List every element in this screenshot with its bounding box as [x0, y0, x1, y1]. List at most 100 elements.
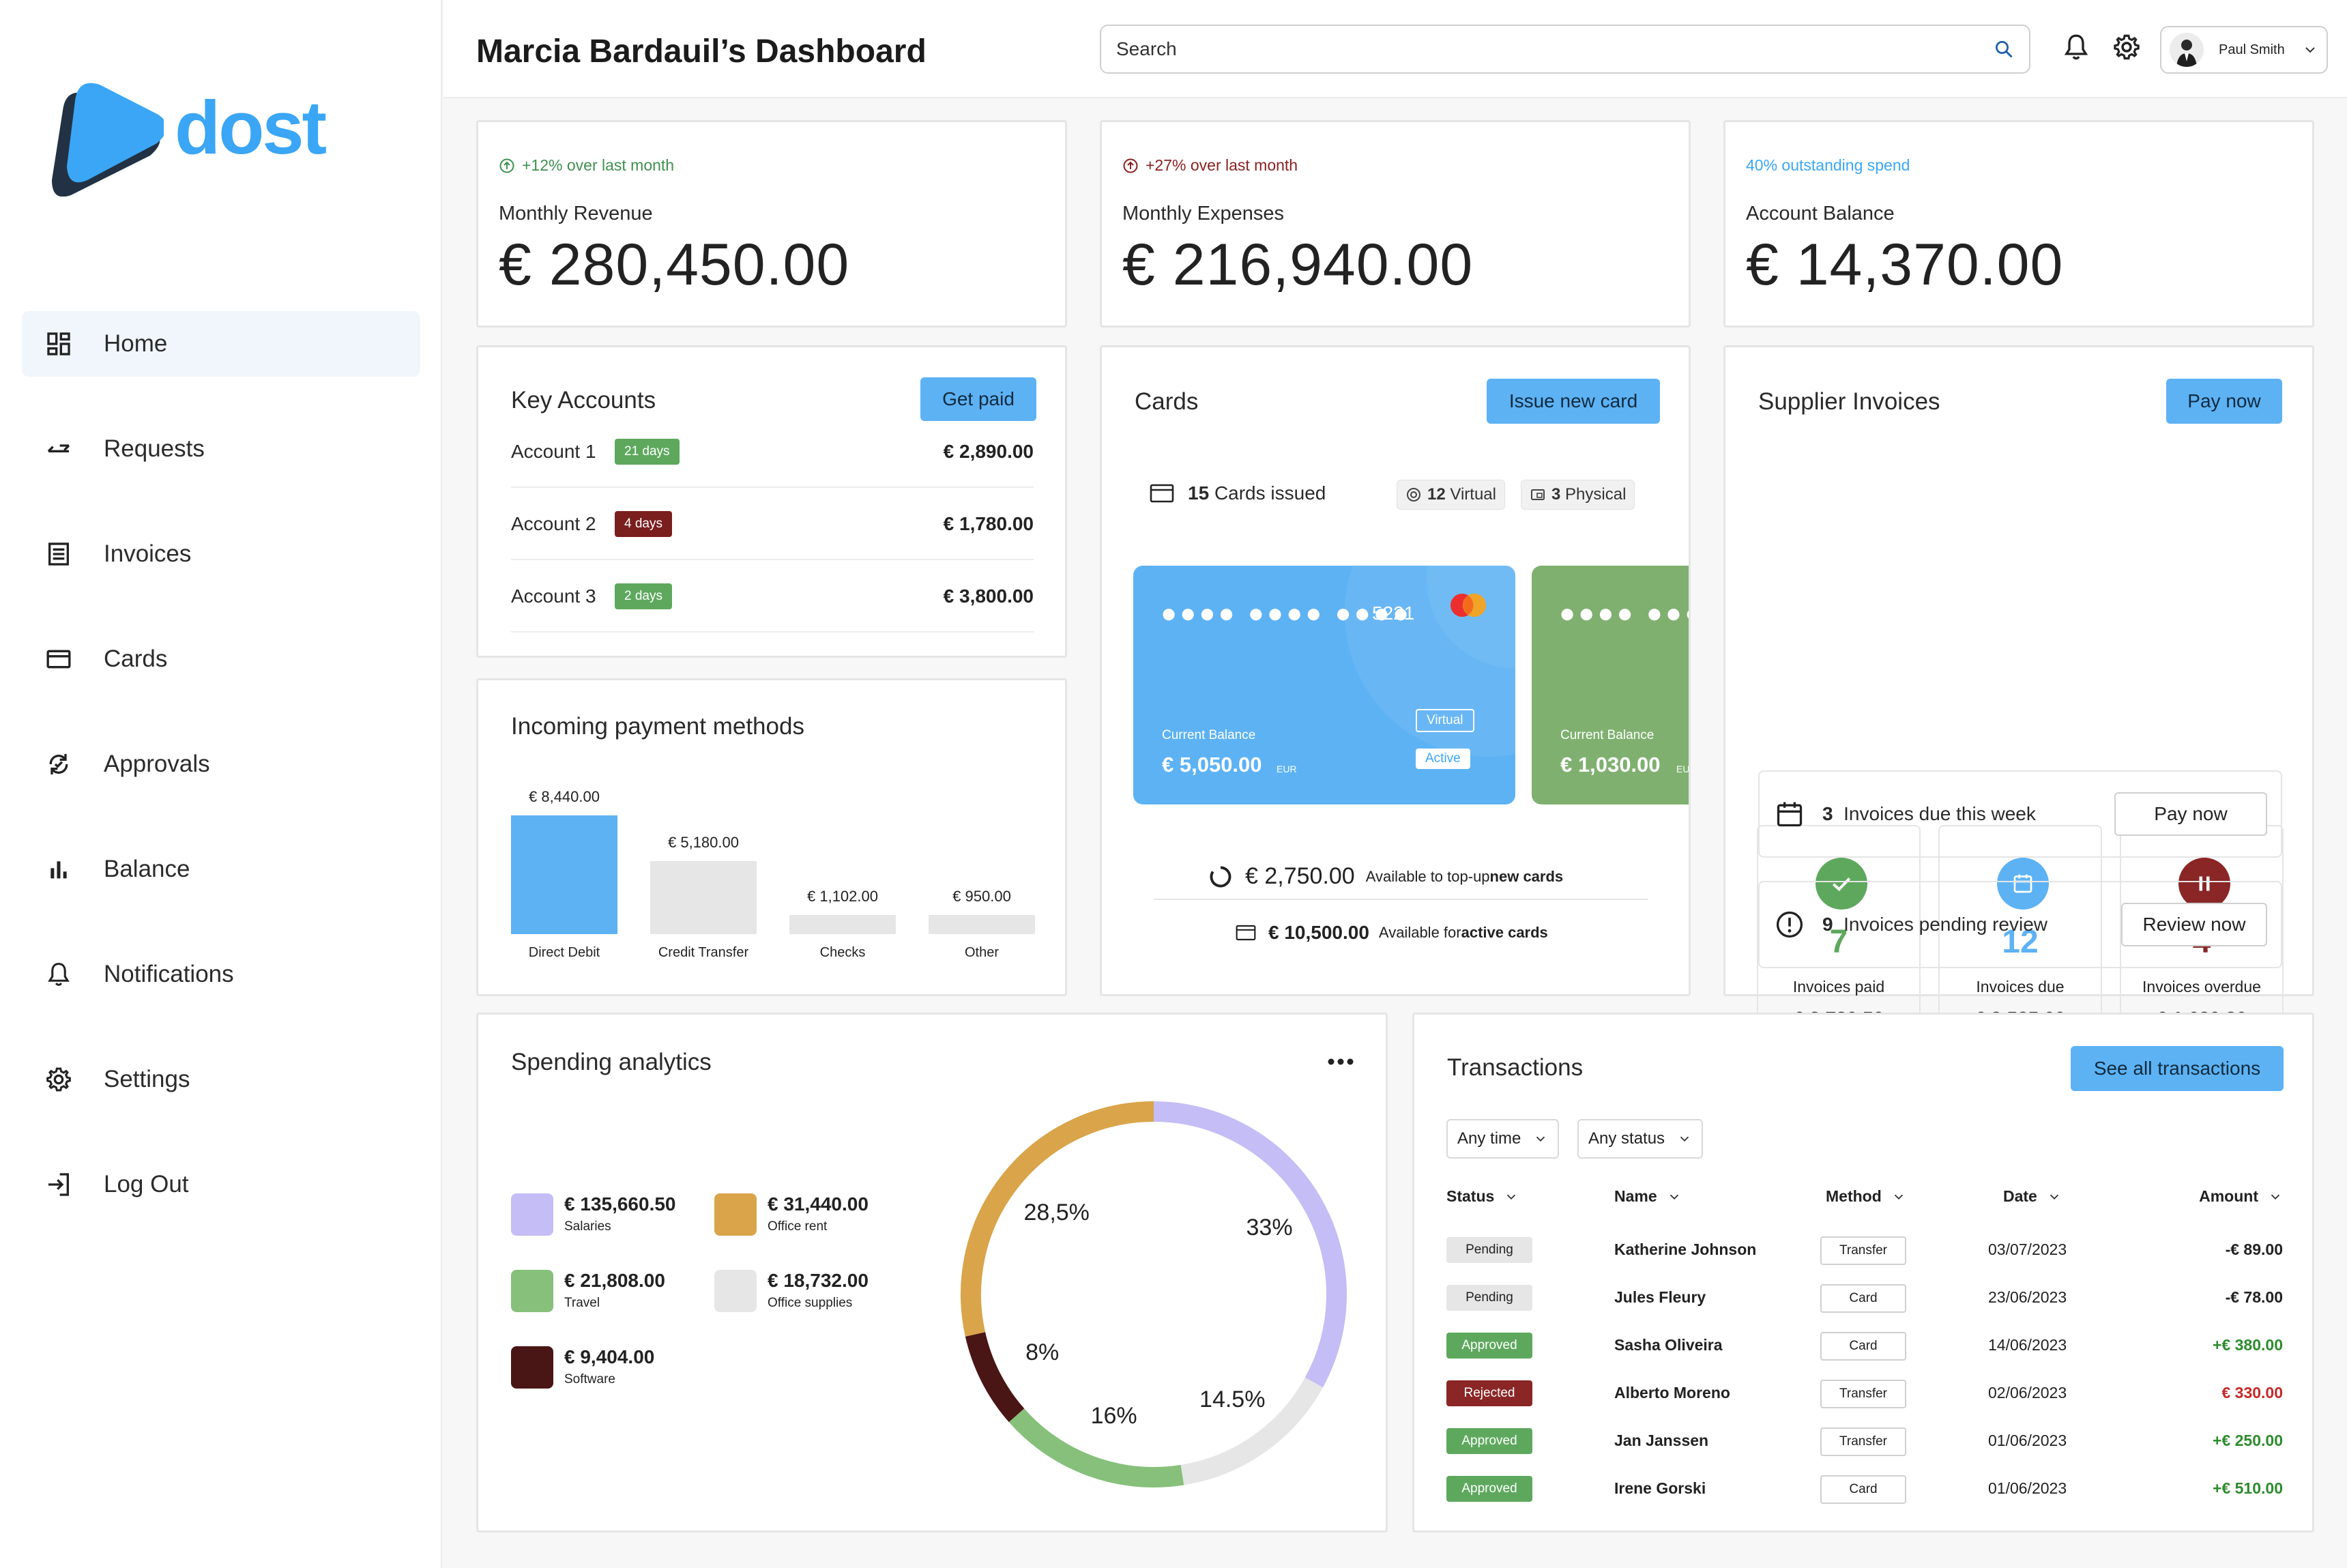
column-header-date[interactable]: Date: [2003, 1187, 2062, 1206]
table-row[interactable]: Approved Sasha Oliveira Card 14/06/2023 +€ 3…: [1446, 1324, 2283, 1371]
bar-credit-transfer[interactable]: [650, 861, 757, 934]
currency-label: EUR: [1277, 764, 1297, 774]
bar-category-label: Credit Transfer: [658, 945, 749, 960]
legend-name: Office supplies: [768, 1296, 853, 1310]
sidebar-item-cards[interactable]: Cards: [22, 626, 420, 692]
donut-slice-office-rent[interactable]: [961, 1101, 1154, 1337]
transaction-amount: -€ 89.00: [2225, 1240, 2283, 1258]
status-badge: Approved: [1446, 1333, 1532, 1359]
transaction-date: 23/06/2023: [1988, 1288, 2067, 1306]
legend-item: € 18,732.00 Office supplies: [714, 1270, 869, 1312]
column-header-label: Status: [1446, 1187, 1495, 1205]
status-badge: Rejected: [1446, 1380, 1532, 1406]
get-paid-button[interactable]: Get paid: [920, 377, 1036, 421]
sidebar-item-balance[interactable]: Balance: [22, 837, 420, 902]
legend-name: Salaries: [564, 1219, 611, 1234]
review-now-button[interactable]: Review now: [2121, 903, 2267, 946]
transaction-amount: +€ 510.00: [2213, 1479, 2283, 1497]
bar-value-label: € 950.00: [952, 888, 1011, 905]
sidebar-item-home[interactable]: Home: [22, 311, 420, 377]
topup-bold: new cards: [1489, 867, 1564, 885]
logout-icon: [44, 1170, 74, 1200]
payment-card-virtual[interactable]: ●●●● ●●●● ●●●● 5221 Virtual Active Curre…: [1133, 566, 1515, 804]
sidebar-item-label: Balance: [104, 856, 190, 882]
status-filter-select[interactable]: Any status: [1577, 1119, 1704, 1159]
sidebar-item-approvals[interactable]: Approvals: [22, 731, 420, 797]
search-icon[interactable]: [1994, 39, 2014, 59]
column-header-amount[interactable]: Amount: [2199, 1187, 2283, 1206]
time-filter-select[interactable]: Any time: [1446, 1119, 1560, 1159]
chevron-down-icon: [1536, 1136, 1545, 1142]
sidebar-item-notifications[interactable]: Notifications: [22, 942, 420, 1007]
due-text: Invoices due this week: [1843, 803, 2036, 824]
sidebar-item-log-out[interactable]: Log Out: [22, 1152, 420, 1217]
virtual-card-icon: [1407, 488, 1420, 502]
sidebar-item-requests[interactable]: Requests: [22, 416, 420, 482]
payment-card-physical[interactable]: ●●●● ●●●● Current Balance € 1,030.00 EUR: [1532, 566, 1689, 804]
donut-slice-office-supplies[interactable]: [1180, 1377, 1323, 1485]
table-row[interactable]: Pending Jules Fleury Card 23/06/2023 -€ 78.0…: [1446, 1276, 2283, 1324]
chevron-down-icon: [2305, 47, 2315, 53]
donut-slice-salaries[interactable]: [1153, 1101, 1347, 1388]
pay-now-button[interactable]: Pay now: [2166, 379, 2282, 424]
donut-percent-label: 33%: [1246, 1215, 1293, 1241]
see-all-transactions-button[interactable]: See all transactions: [2071, 1046, 2284, 1091]
donut-slice-software[interactable]: [965, 1331, 1025, 1423]
card-title: Spending analytics: [511, 1049, 712, 1075]
stat-value: € 280,450.00: [499, 232, 850, 297]
legend-swatch: [714, 1193, 757, 1236]
status-badge: Pending: [1446, 1237, 1532, 1263]
legend-text: € 31,440.00 Office rent: [768, 1193, 869, 1236]
stat-label: Monthly Expenses: [1122, 203, 1284, 224]
sidebar-item-label: Log Out: [104, 1171, 189, 1197]
sidebar-item-settings[interactable]: Settings: [22, 1047, 420, 1112]
search-input[interactable]: [1116, 38, 1994, 60]
bar-checks[interactable]: [789, 915, 896, 934]
invoice-label: Invoices paid: [1792, 978, 1885, 996]
search-bar[interactable]: [1100, 25, 2030, 74]
sidebar-item-invoices[interactable]: Invoices: [22, 521, 420, 587]
table-row[interactable]: Approved Jan Janssen Transfer 01/06/2023 +€ …: [1446, 1419, 2283, 1467]
sidebar-item-label: Notifications: [104, 961, 234, 987]
spending-donut-chart: [961, 1101, 1347, 1487]
stat-value: € 216,940.00: [1122, 232, 1474, 297]
legend-value: € 31,440.00: [768, 1193, 869, 1215]
more-options-icon[interactable]: [1327, 1057, 1354, 1066]
invoice-list-icon: [44, 539, 74, 569]
table-row[interactable]: Rejected Alberto Moreno Transfer 02/06/2023…: [1446, 1371, 2283, 1419]
gear-icon[interactable]: [2110, 30, 2144, 64]
account-row[interactable]: Account 2 4 days € 1,780.00: [511, 489, 1034, 560]
issue-new-card-button[interactable]: Issue new card: [1487, 379, 1660, 424]
sidebar-item-label: Invoices: [104, 540, 192, 567]
brand-logo[interactable]: dost: [48, 74, 334, 197]
column-header-label: Date: [2003, 1187, 2037, 1205]
trend-indicator: +12% over last month: [499, 156, 674, 175]
column-header-name[interactable]: Name: [1614, 1187, 1682, 1206]
bell-icon[interactable]: [2059, 30, 2093, 64]
trend-up-icon: [499, 158, 514, 173]
current-balance-label: Current Balance: [1162, 728, 1256, 742]
approval-cycle-icon: [44, 749, 74, 779]
bar-direct-debit[interactable]: [511, 815, 617, 934]
account-name: Account 1: [511, 441, 596, 462]
user-menu[interactable]: Paul Smith: [2160, 26, 2328, 74]
table-row[interactable]: Approved Irene Gorski Card 01/06/2023 +€ 510…: [1446, 1467, 2283, 1515]
account-row[interactable]: Account 1 21 days € 2,890.00: [511, 417, 1034, 488]
topup-text: Available to top-up: [1365, 867, 1490, 885]
invoices-pending-row: 9 Invoices pending review Review now: [1758, 881, 2282, 968]
bar-other[interactable]: [929, 915, 1035, 934]
donut-slice-travel[interactable]: [1008, 1408, 1184, 1487]
column-header-label: Name: [1614, 1187, 1657, 1205]
legend-item: € 135,660.50 Salaries: [511, 1193, 676, 1236]
current-balance-label: Current Balance: [1560, 728, 1654, 742]
transaction-amount: -€ 78.00: [2225, 1288, 2283, 1306]
account-row[interactable]: Account 3 2 days € 3,800.00: [511, 562, 1034, 633]
supplier-invoices-card: Supplier Invoices Pay now 7 Invoices paid…: [1723, 345, 2314, 1062]
table-row[interactable]: Pending Katherine Johnson Transfer 03/07/20…: [1446, 1228, 2283, 1276]
pay-now-week-button[interactable]: Pay now: [2114, 792, 2267, 836]
column-header-status[interactable]: Status: [1446, 1187, 1519, 1206]
status-badge: Approved: [1446, 1428, 1532, 1454]
column-header-method[interactable]: Method: [1826, 1187, 1906, 1206]
transfer-arrows-icon: [44, 434, 74, 464]
